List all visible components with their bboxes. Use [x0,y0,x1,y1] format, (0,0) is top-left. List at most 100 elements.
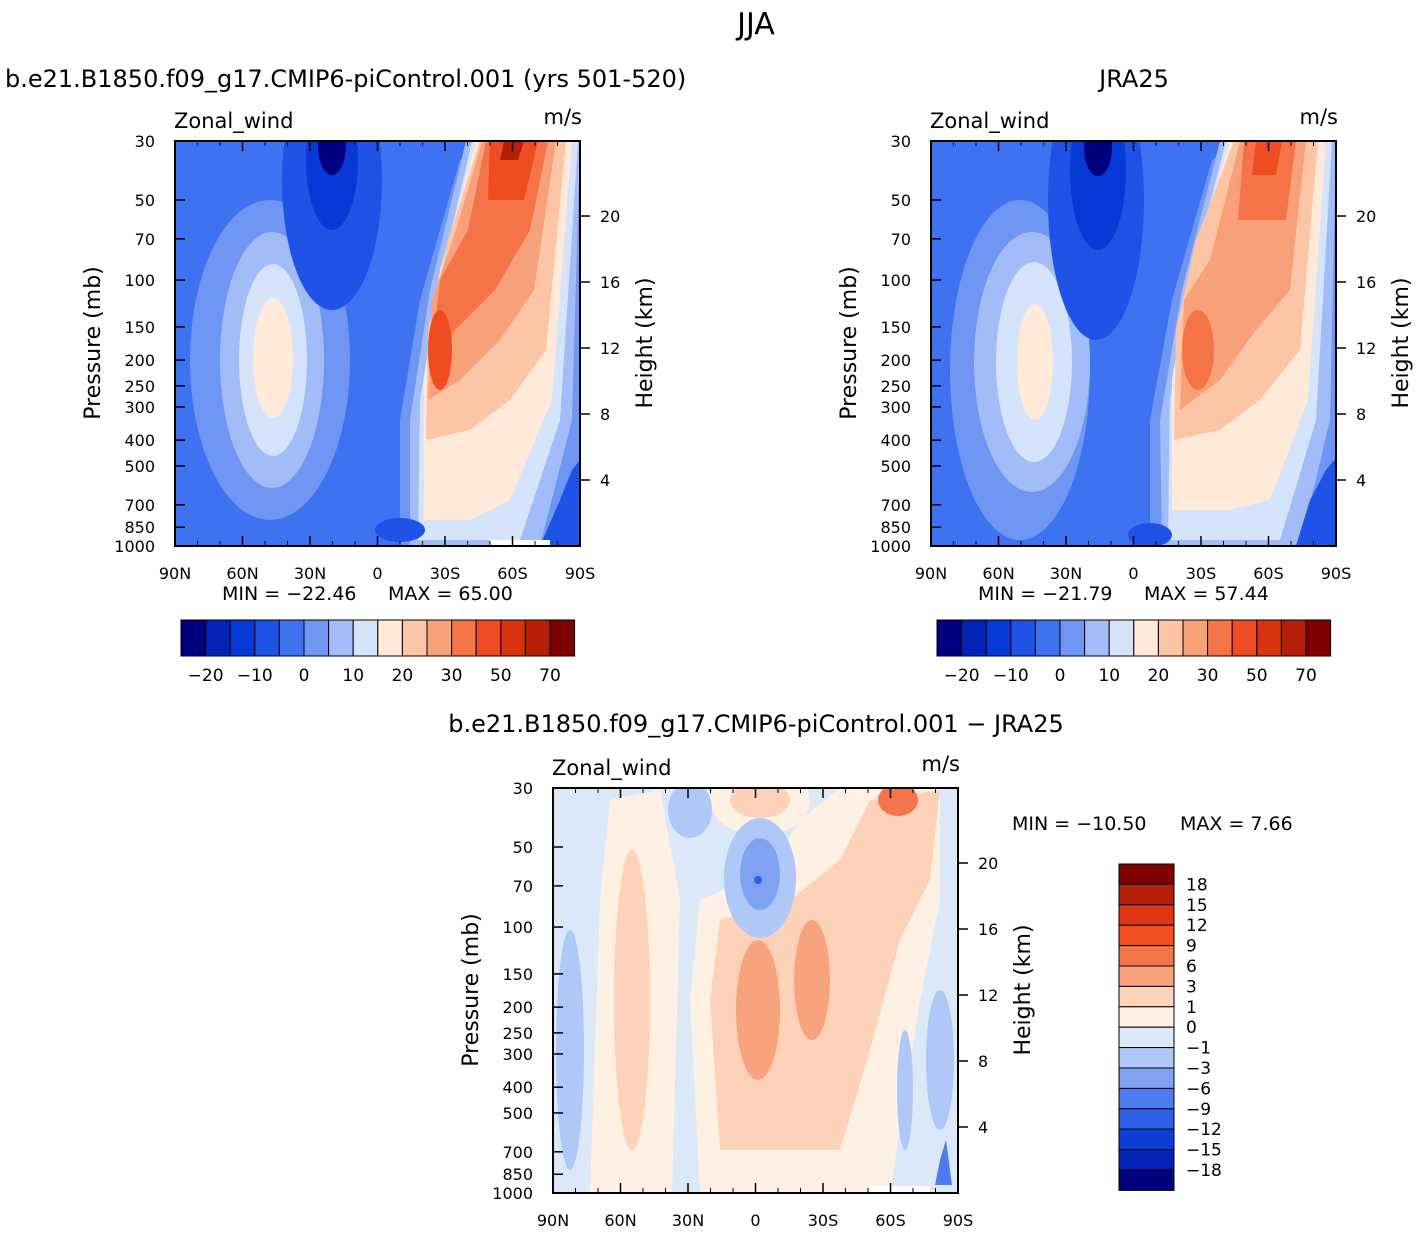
x-tick-label: 60S [875,1211,906,1230]
x-tick-label: 30N [672,1211,704,1230]
colorbar-swatch [254,619,280,657]
x-tick-label: 90N [159,564,191,583]
variable-label: Zonal_wind [552,756,671,781]
figure-title: JJA [735,7,775,42]
y-tick-label: 150 [124,318,155,337]
units-label: m/s [1300,105,1338,129]
y-tick-label: 30 [891,132,911,151]
max-label: MAX = 65.00 [388,583,513,605]
y-tick-label: 70 [891,230,911,249]
y2-tick-label: 12 [600,339,620,358]
y-tick-label: 400 [880,431,911,450]
colorbar-label: 6 [1186,957,1197,977]
x-tick-label: 90N [537,1211,569,1230]
y2-tick-label: 4 [978,1118,988,1137]
y2-tick-label: 20 [1356,207,1376,226]
variable-label: Zonal_wind [930,109,1049,134]
y2-tick-label: 20 [600,207,620,226]
colorbar-swatch [1118,1047,1175,1069]
colorbar-swatch [1133,619,1159,657]
colorbar-swatch [1059,619,1086,657]
y-tick-label: 200 [124,351,155,370]
panel-title: b.e21.B1850.f09_g17.CMIP6-piControl.001 … [5,65,686,93]
x-tick-label: 60S [497,564,528,583]
y-tick-label: 700 [124,496,155,515]
colorbar-swatch [524,619,551,657]
colorbar-swatch [278,619,305,657]
y-tick-label: 200 [502,998,533,1017]
panel-model: b.e21.B1850.f09_g17.CMIP6-piControl.001 … [5,65,686,686]
y-tick-label: 50 [891,191,911,210]
colorbar-swatch [1118,1169,1175,1191]
y2-tick-label: 4 [600,471,610,490]
colorbar-label: 20 [1148,666,1170,686]
x-tick-label: 30N [1050,564,1082,583]
colorbar-label: 12 [1186,916,1208,936]
y2-tick-label: 16 [1356,273,1376,292]
y-tick-label: 30 [513,779,533,798]
colorbar-label: 30 [1197,666,1219,686]
x-tick-label: 90S [943,1211,974,1230]
colorbar-label: −10 [993,666,1029,686]
colorbar-swatch [1118,1006,1175,1028]
contour-field [931,141,1336,546]
y-tick-label: 250 [880,377,911,396]
colorbar-swatch [1118,1128,1175,1151]
panel-title: JRA25 [1097,65,1169,93]
colorbar-label: −1 [1186,1039,1211,1059]
panel-diff: b.e21.B1850.f09_g17.CMIP6-piControl.001 … [448,710,1292,1230]
x-tick-label: 90S [565,564,596,583]
y-tick-label: 50 [513,838,533,857]
colorbar-label: 30 [441,666,463,686]
y2-axis-label: Height (km) [1011,924,1036,1055]
axis-ticks: 90N 60N 30N 0 30S 60S 90S 30 50 70 100 150 200 250 300… [870,132,1376,583]
y-tick-label: 30 [135,132,155,151]
y-tick-label: 300 [880,398,911,417]
axis-ticks: 90N 60N 30N 0 30S 60S 90S 30 50 70 100 150 200 250 300… [492,779,998,1230]
y-axis-label: Pressure (mb) [837,266,862,420]
y-tick-label: 70 [135,230,155,249]
y-tick-label: 850 [124,518,155,537]
colorbar-swatch [352,619,379,657]
x-tick-label: 60N [226,564,258,583]
colorbar-label: 0 [299,666,310,686]
colorbar-swatch [985,619,1012,657]
colorbar-swatch [1118,883,1175,906]
y-axis-label: Pressure (mb) [81,266,106,420]
colorbar-swatch [1010,619,1036,657]
y-tick-label: 100 [880,271,911,290]
y2-tick-label: 8 [978,1052,988,1071]
x-tick-label: 30S [430,564,461,583]
y2-tick-label: 16 [600,273,620,292]
x-tick-label: 60N [604,1211,636,1230]
colorbar-swatch [1118,904,1175,926]
colorbar-label: 70 [539,666,561,686]
colorbar-label: 15 [1186,896,1208,916]
y-tick-label: 700 [880,496,911,515]
colorbar-swatch [401,619,428,657]
y2-tick-label: 4 [1356,471,1366,490]
y2-tick-label: 12 [978,986,998,1005]
y2-axis-label: Height (km) [633,277,658,408]
y-tick-label: 50 [135,191,155,210]
colorbar-swatch [1207,619,1233,657]
contour-field [553,788,958,1193]
colorbar-swatch [377,619,403,657]
x-tick-label: 0 [372,564,382,583]
colorbar-label: −10 [237,666,273,686]
colorbar-swatch [1108,619,1135,657]
colorbar-label: 18 [1186,875,1208,895]
colorbar-label: 0 [1055,666,1066,686]
units-label: m/s [544,105,582,129]
y-tick-label: 200 [880,351,911,370]
colorbar-label: 20 [392,666,414,686]
colorbar-swatch [1256,619,1282,657]
y2-axis-label: Height (km) [1389,277,1414,408]
min-label: MIN = −10.50 [1012,813,1147,835]
colorbar-swatch [328,619,354,657]
max-label: MAX = 7.66 [1180,813,1293,835]
y-tick-label: 500 [880,457,911,476]
colorbar-swatch [1182,619,1209,657]
y2-tick-label: 8 [600,405,610,424]
colorbar-swatch [1118,1149,1175,1171]
